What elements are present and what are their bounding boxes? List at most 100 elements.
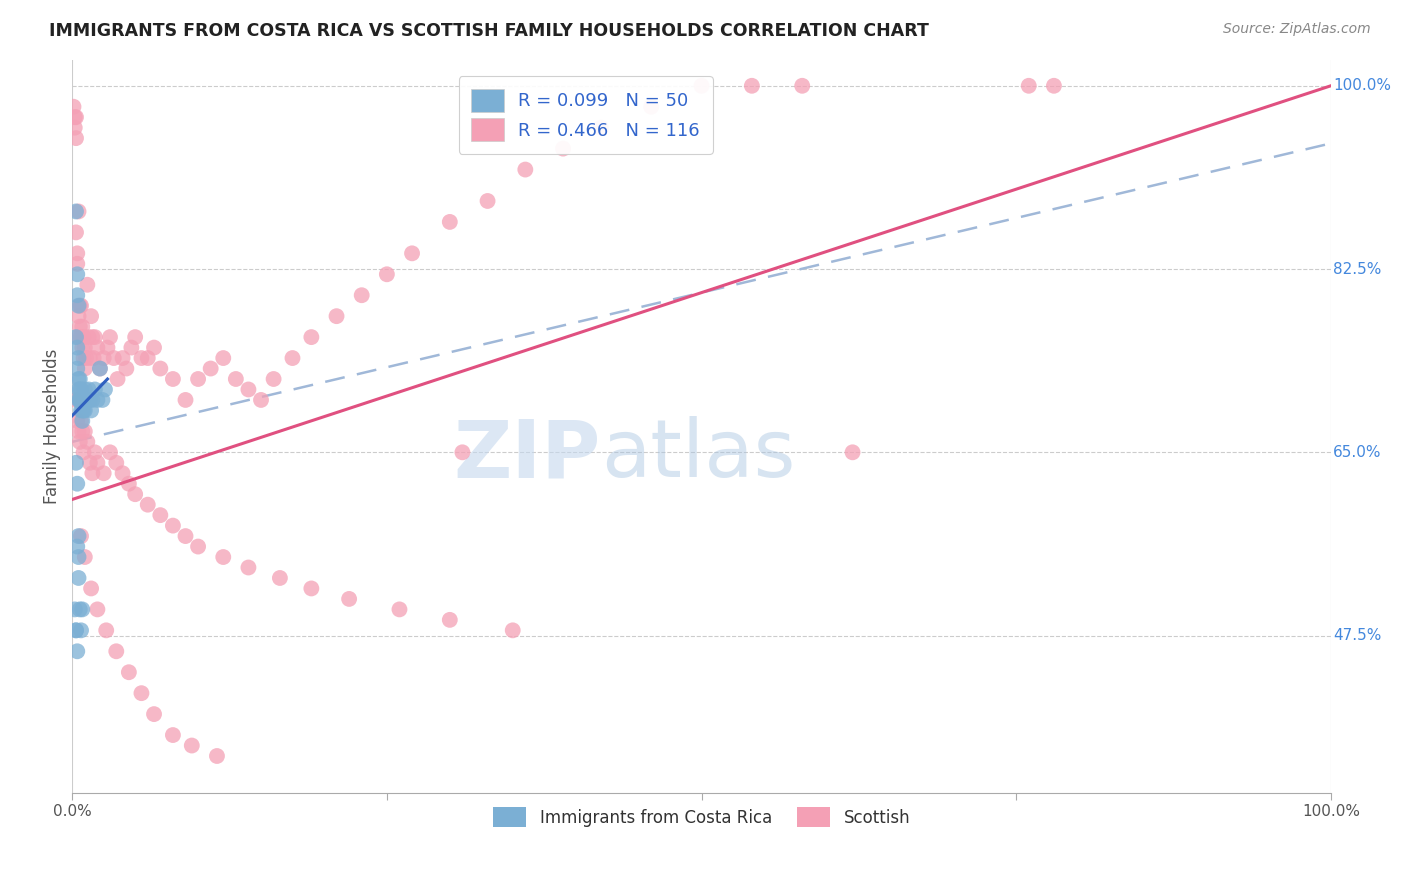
Point: [299, 330, 322, 344]
Point: [66, 341, 89, 355]
Point: [83, 383, 105, 397]
Point: [79, 351, 101, 365]
Point: [67, 309, 90, 323]
Point: [180, 739, 202, 753]
Point: [162, 372, 184, 386]
Point: [86, 341, 108, 355]
Point: [69, 434, 91, 449]
Point: [62, 100, 84, 114]
Point: [690, 78, 713, 93]
Point: [80, 309, 103, 323]
Point: [67, 204, 90, 219]
Point: [551, 142, 574, 156]
Point: [73, 403, 96, 417]
Point: [70, 392, 93, 407]
Point: [205, 749, 228, 764]
Point: [72, 425, 94, 439]
Point: [67, 372, 90, 386]
Point: [72, 403, 94, 417]
Point: [89, 361, 111, 376]
Point: [79, 456, 101, 470]
Point: [263, 372, 285, 386]
Point: [63, 120, 86, 135]
Point: [200, 361, 222, 376]
Point: [72, 445, 94, 459]
Point: [70, 299, 93, 313]
Point: [131, 351, 153, 365]
Point: [72, 392, 94, 407]
Point: [82, 330, 104, 344]
Point: [91, 392, 114, 407]
Legend: Immigrants from Costa Rica, Scottish: Immigrants from Costa Rica, Scottish: [485, 798, 918, 836]
Point: [65, 624, 87, 638]
Point: [72, 341, 94, 355]
Point: [250, 392, 273, 407]
Text: 82.5%: 82.5%: [1333, 261, 1382, 277]
Point: [65, 624, 87, 638]
Point: [115, 361, 138, 376]
Point: [66, 414, 89, 428]
Point: [72, 351, 94, 365]
Text: 47.5%: 47.5%: [1333, 628, 1382, 643]
Point: [187, 540, 209, 554]
Point: [111, 467, 134, 481]
Point: [1043, 78, 1066, 93]
Point: [67, 299, 90, 313]
Point: [76, 434, 98, 449]
Point: [83, 445, 105, 459]
Point: [69, 383, 91, 397]
Point: [502, 624, 524, 638]
Text: 100.0%: 100.0%: [1333, 78, 1392, 94]
Point: [67, 383, 90, 397]
Point: [589, 120, 612, 135]
Point: [65, 110, 87, 124]
Text: IMMIGRANTS FROM COSTA RICA VS SCOTTISH FAMILY HOUSEHOLDS CORRELATION CHART: IMMIGRANTS FROM COSTA RICA VS SCOTTISH F…: [49, 22, 929, 40]
Point: [124, 330, 146, 344]
Point: [187, 372, 209, 386]
Point: [63, 110, 86, 124]
Point: [640, 100, 662, 114]
Point: [66, 267, 89, 281]
Point: [111, 351, 134, 365]
Point: [70, 403, 93, 417]
Point: [69, 392, 91, 407]
Point: [149, 361, 172, 376]
Point: [477, 194, 499, 208]
Point: [83, 330, 105, 344]
Point: [65, 131, 87, 145]
Point: [143, 341, 166, 355]
Point: [124, 487, 146, 501]
Point: [439, 613, 461, 627]
Point: [515, 162, 537, 177]
Point: [136, 498, 159, 512]
Point: [94, 383, 117, 397]
Point: [67, 549, 90, 564]
Point: [69, 392, 91, 407]
Point: [75, 351, 97, 365]
Point: [281, 351, 304, 365]
Point: [65, 204, 87, 219]
Point: [439, 215, 461, 229]
Point: [66, 257, 89, 271]
Point: [741, 78, 763, 93]
Point: [350, 288, 373, 302]
Point: [238, 560, 260, 574]
Point: [77, 383, 100, 397]
Point: [225, 372, 247, 386]
Point: [67, 529, 90, 543]
Point: [73, 341, 96, 355]
Point: [792, 78, 814, 93]
Text: ZIP: ZIP: [454, 417, 600, 494]
Point: [69, 372, 91, 386]
Point: [75, 392, 97, 407]
Point: [72, 330, 94, 344]
Point: [69, 299, 91, 313]
Point: [72, 403, 94, 417]
Point: [118, 476, 141, 491]
Point: [63, 602, 86, 616]
Point: [83, 351, 105, 365]
Point: [72, 392, 94, 407]
Point: [299, 582, 322, 596]
Point: [67, 571, 90, 585]
Point: [401, 246, 423, 260]
